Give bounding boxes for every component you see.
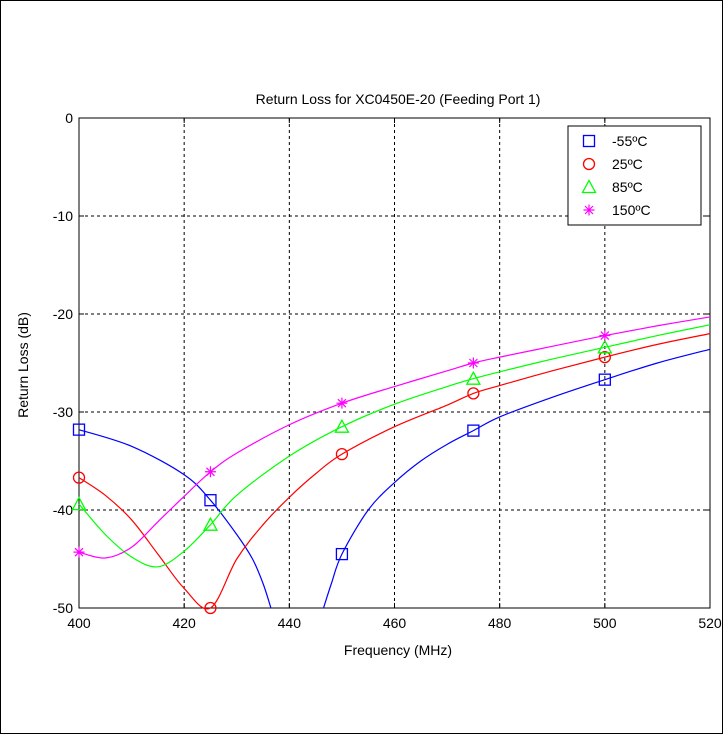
legend-marker [583, 204, 595, 216]
y-tick-label: -20 [53, 306, 73, 322]
series-line [78, 333, 711, 610]
legend-label: 150ºC [612, 202, 651, 218]
data-point [335, 447, 349, 461]
data-point [204, 466, 216, 478]
data-point [71, 496, 87, 511]
data-point [204, 494, 217, 507]
data-point [597, 339, 613, 354]
legend-marker [581, 179, 597, 194]
x-tick-label: 440 [278, 615, 302, 631]
data-point [467, 424, 480, 437]
x-tick-label: 420 [172, 615, 196, 631]
grid-layer [79, 118, 710, 608]
y-tick-label: -50 [53, 600, 73, 616]
data-point [202, 516, 219, 531]
data-point [204, 601, 217, 615]
series-line [78, 324, 711, 568]
data-point [465, 370, 481, 385]
data-point [73, 546, 85, 558]
legend-label: 85ºC [612, 179, 643, 195]
series-3 [73, 316, 711, 559]
legend: -55ºC 25ºC 85ºC 150ºC [567, 125, 702, 226]
series-0 [72, 348, 711, 609]
x-tick-label: 400 [67, 615, 91, 631]
y-tick-label: -40 [53, 502, 73, 518]
legend-label: 25ºC [612, 156, 643, 172]
tick-layer: 400 420 440 460 480 500 520 -50 -40 -30 -20 -10 0 [53, 110, 722, 631]
y-tick-label: -10 [53, 208, 73, 224]
y-axis-label: Return Loss (dB) [15, 312, 31, 418]
legend-label: -55ºC [612, 133, 647, 149]
data-point [467, 387, 480, 400]
data-point [598, 350, 611, 364]
data-point [599, 330, 611, 342]
series-2 [71, 324, 711, 568]
data-point [72, 423, 86, 436]
data-point [598, 373, 611, 386]
data-point [467, 357, 479, 369]
series-layer [71, 316, 711, 615]
chart-title: Return Loss for XC0450E-20 (Feeding Port… [256, 91, 541, 107]
x-tick-label: 500 [593, 615, 617, 631]
x-tick-label: 520 [698, 615, 722, 631]
legend-marker [582, 134, 596, 148]
series-line [78, 429, 272, 609]
data-point [72, 471, 86, 484]
series-1 [72, 333, 711, 615]
x-tick-label: 480 [488, 615, 512, 631]
y-tick-label: -30 [53, 404, 73, 420]
data-point [335, 547, 349, 561]
x-axis-label: Frequency (MHz) [344, 642, 452, 658]
legend-marker [582, 157, 596, 171]
series-line [322, 348, 711, 609]
x-tick-label: 460 [383, 615, 407, 631]
data-point [334, 418, 350, 433]
y-tick-label: 0 [65, 110, 73, 126]
data-point [336, 397, 348, 409]
